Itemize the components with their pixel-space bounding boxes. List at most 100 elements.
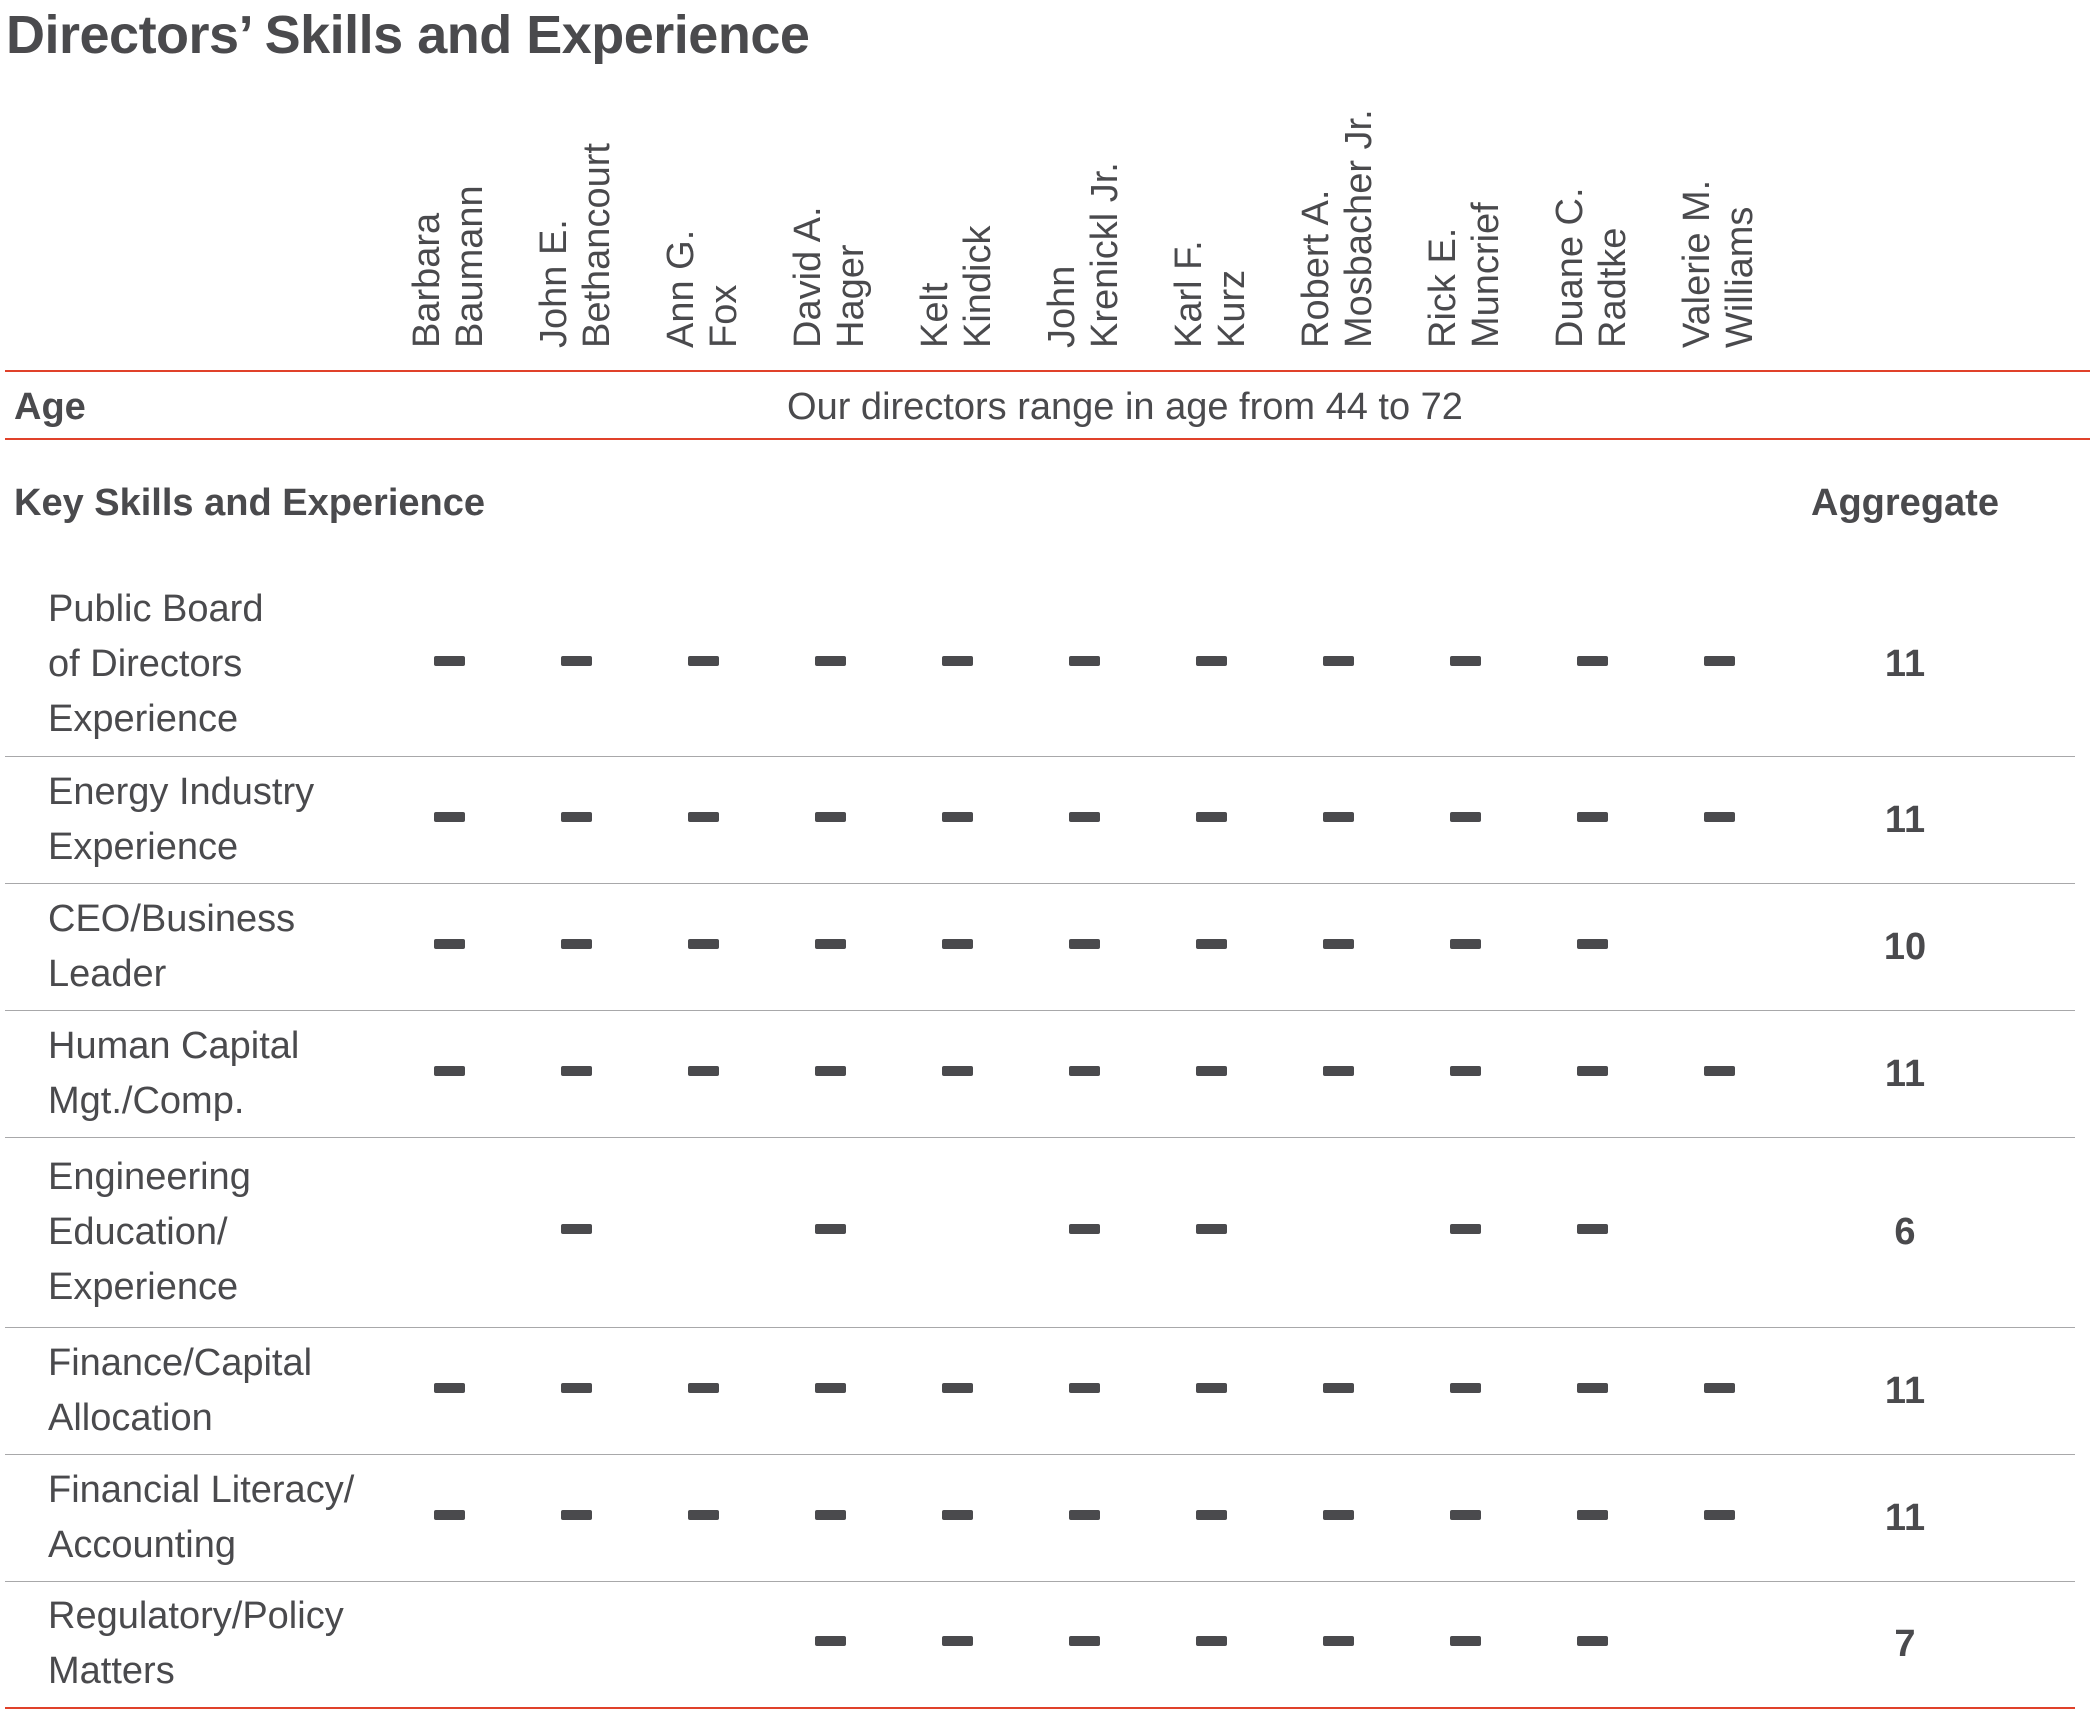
skill-marker	[1323, 656, 1354, 666]
aggregate-value: 11	[1884, 1053, 1926, 1095]
age-label: Age	[14, 386, 86, 428]
skill-marker	[1196, 656, 1227, 666]
skill-marker	[942, 1636, 973, 1646]
skill-marker	[1069, 1636, 1100, 1646]
table-row: CEO/Business Leader 10	[5, 883, 2075, 1010]
skill-marker	[1196, 1224, 1227, 1234]
director-last-name: Kurz	[1211, 269, 1253, 348]
skill-marker	[1577, 1383, 1608, 1393]
skill-marker	[815, 1383, 846, 1393]
director-first-name: John	[1041, 265, 1083, 348]
skill-marker	[561, 1510, 592, 1520]
director-last-name: Kindick	[957, 225, 999, 349]
skill-label: Regulatory/Policy Matters	[48, 1595, 344, 1692]
director-first-name: Ann G.	[660, 229, 702, 348]
skill-marker	[1450, 1224, 1481, 1234]
section-label: Key Skills and Experience	[14, 482, 486, 524]
skill-marker	[688, 812, 719, 822]
aggregate-value: 7	[1894, 1623, 1916, 1665]
skill-marker	[815, 1510, 846, 1520]
age-divider	[5, 438, 2090, 440]
table-row: Human Capital Mgt./Comp. 11	[5, 1010, 2075, 1137]
skill-marker	[815, 656, 846, 666]
skill-marker	[942, 1066, 973, 1076]
skill-marker	[1323, 1066, 1354, 1076]
skill-marker	[688, 1383, 719, 1393]
skill-label: Financial Literacy/ Accounting	[48, 1469, 355, 1566]
director-last-name: Bethancourt	[576, 143, 618, 348]
skill-marker	[1577, 939, 1608, 949]
skill-marker	[1196, 1510, 1227, 1520]
skill-marker	[1704, 812, 1735, 822]
skill-marker	[1704, 1066, 1735, 1076]
skill-marker	[1196, 812, 1227, 822]
director-header: David A. Hager	[785, 100, 875, 348]
director-first-name: Rick E.	[1422, 227, 1464, 348]
skill-marker	[1196, 1636, 1227, 1646]
skill-marker	[1323, 812, 1354, 822]
director-header: Valerie M. Williams	[1674, 100, 1764, 348]
director-header: Karl F. Kurz	[1166, 100, 1256, 348]
skill-marker	[688, 656, 719, 666]
table-row: Energy Industry Experience 11	[5, 756, 2075, 883]
director-first-name: Kelt	[914, 282, 956, 348]
aggregate-value: 11	[1884, 799, 1926, 841]
director-header: Robert A. Mosbacher Jr.	[1293, 100, 1383, 348]
skill-marker	[1577, 656, 1608, 666]
skill-marker	[1069, 1510, 1100, 1520]
skill-marker	[1450, 812, 1481, 822]
skill-marker	[434, 1066, 465, 1076]
director-last-name: Mosbacher Jr.	[1338, 109, 1380, 348]
skill-marker	[815, 939, 846, 949]
skill-marker	[1323, 939, 1354, 949]
table-row: Engineering Education/ Experience 6	[5, 1137, 2075, 1327]
skill-marker	[1323, 1510, 1354, 1520]
skill-marker	[1196, 1066, 1227, 1076]
skill-marker	[1704, 1383, 1735, 1393]
skill-label: Engineering Education/ Experience	[48, 1156, 251, 1308]
director-first-name: Barbara	[406, 212, 448, 348]
director-header: Kelt Kindick	[912, 100, 1002, 349]
director-header: Barbara Baumann	[404, 100, 494, 348]
skill-marker	[1704, 1510, 1735, 1520]
skill-marker	[1450, 1510, 1481, 1520]
skill-marker	[942, 939, 973, 949]
skill-marker	[1069, 1224, 1100, 1234]
row-divider	[5, 1454, 2075, 1455]
skill-label: Finance/Capital Allocation	[48, 1342, 313, 1439]
row-divider	[5, 1581, 2075, 1582]
skill-marker	[1450, 939, 1481, 949]
aggregate-value: 6	[1894, 1211, 1916, 1253]
skill-marker	[815, 1224, 846, 1234]
skill-marker	[1577, 1224, 1608, 1234]
skill-marker	[1450, 656, 1481, 666]
director-header: Ann G. Fox	[658, 100, 748, 348]
table-row: Regulatory/Policy Matters 7	[5, 1581, 2075, 1707]
skill-label: Human Capital Mgt./Comp.	[48, 1025, 300, 1122]
skill-marker	[1069, 939, 1100, 949]
header-divider	[5, 370, 2090, 372]
director-last-name: Radtke	[1592, 227, 1634, 348]
skill-marker	[434, 656, 465, 666]
director-first-name: Robert A.	[1295, 189, 1337, 348]
skill-marker	[942, 656, 973, 666]
skill-marker	[1450, 1066, 1481, 1076]
director-last-name: Baumann	[449, 185, 491, 348]
director-first-name: Duane C.	[1549, 187, 1591, 348]
skill-marker	[1196, 1383, 1227, 1393]
director-last-name: Muncrief	[1465, 202, 1507, 348]
skill-label: CEO/Business Leader	[48, 898, 296, 995]
aggregate-value: 11	[1884, 1497, 1926, 1539]
skill-marker	[1577, 1066, 1608, 1076]
skill-marker	[1323, 1383, 1354, 1393]
aggregate-value: 10	[1883, 926, 1927, 968]
skill-marker	[942, 1383, 973, 1393]
table-row: Financial Literacy/ Accounting 11	[5, 1454, 2075, 1581]
director-last-name: Fox	[703, 284, 745, 348]
skill-marker	[942, 1510, 973, 1520]
skill-marker	[561, 656, 592, 666]
skill-marker	[1069, 1383, 1100, 1393]
skill-marker	[815, 812, 846, 822]
aggregate-value: 11	[1884, 643, 1926, 685]
skill-marker	[434, 939, 465, 949]
